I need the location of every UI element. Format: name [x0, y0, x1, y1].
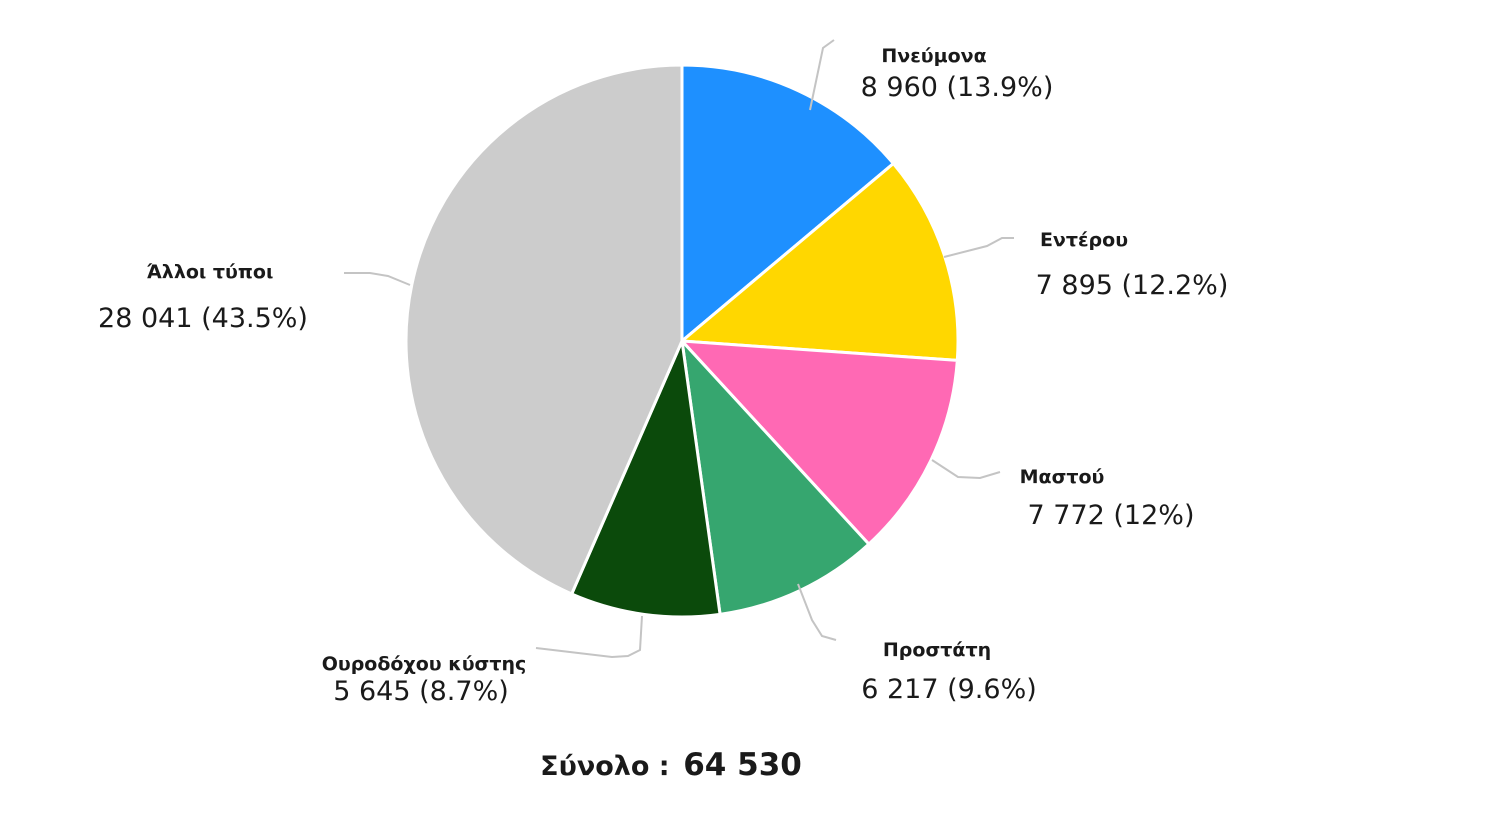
- slice-value-label: 28 041 (43.5%): [98, 303, 308, 334]
- slice-label: Πνεύμονα: [881, 45, 986, 67]
- total-summary: Σύνολο : 64 530: [540, 747, 802, 783]
- pie-slice: [680, 162, 960, 362]
- pie-slice: [570, 339, 722, 619]
- pie-slice: [404, 63, 684, 596]
- slice-label: Ουροδόχου κύστης: [322, 653, 527, 675]
- slice-label: Άλλοι τύποι: [147, 261, 274, 283]
- leader-lines: [344, 39, 1014, 659]
- slice-value-label: 8 960 (13.9%): [861, 72, 1054, 103]
- slice-label: Προστάτη: [883, 639, 991, 661]
- leader-line: [943, 237, 1014, 258]
- leader-line: [344, 272, 411, 286]
- slice-value-label: 6 217 (9.6%): [861, 674, 1037, 705]
- leader-line: [809, 39, 835, 111]
- slice-labels: Πνεύμονα 8 960 (13.9%) Εντέρου 7 895 (12.2%…: [98, 45, 1228, 707]
- pie-slice: [680, 63, 895, 343]
- slice-value-label: 5 645 (8.7%): [333, 676, 509, 707]
- slice-value-label: 7 772 (12%): [1028, 500, 1195, 531]
- pie-slices: [404, 63, 960, 619]
- slice-label: Εντέρου: [1040, 229, 1128, 251]
- leader-line: [797, 583, 837, 641]
- slice-value-label: 7 895 (12.2%): [1036, 270, 1229, 301]
- total-label: Σύνολο :: [540, 751, 669, 782]
- leader-line: [535, 615, 643, 659]
- leader-line: [931, 459, 1001, 480]
- total-value: 64 530: [683, 747, 802, 783]
- slice-label: Μαστού: [1020, 466, 1105, 488]
- pie-slice: [680, 339, 959, 546]
